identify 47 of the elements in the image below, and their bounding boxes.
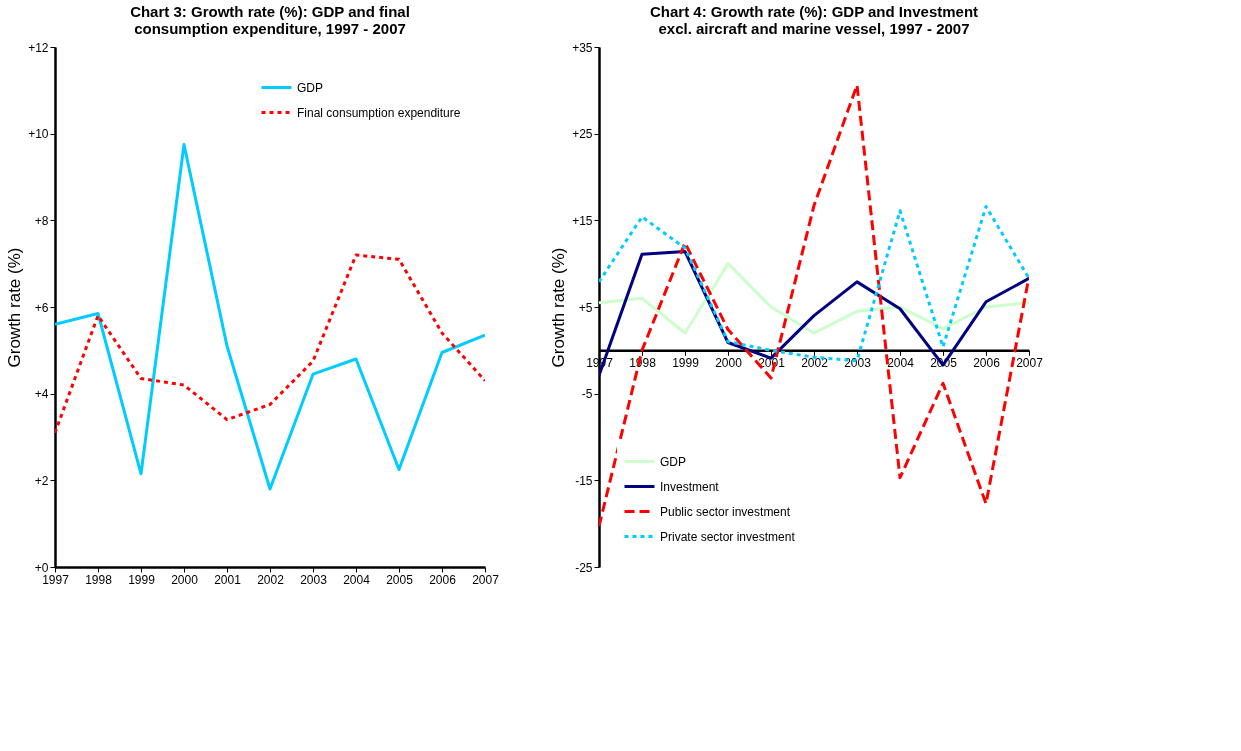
line-series: [55, 143, 485, 491]
y-tick-label: +15: [572, 213, 593, 228]
x-tick-label: 2001: [214, 572, 242, 587]
x-tick-label: 2004: [343, 572, 371, 587]
text: consumption expenditure, 1997 - 2007: [134, 20, 406, 37]
x-tick-label: 2005: [386, 572, 414, 587]
y-tick-label: -5: [581, 387, 593, 402]
legend-label: Investment: [660, 479, 720, 494]
x-tick-label: 2006: [973, 355, 1001, 370]
x-tick-label: 1998: [85, 572, 113, 587]
x-tick-label: 2007: [1016, 355, 1044, 370]
legend-label: GDP: [660, 454, 687, 469]
y-tick-label: +25: [572, 127, 593, 142]
y-tick-label: -15: [575, 473, 593, 488]
text: Chart 4: Growth rate (%): GDP and Investment: [649, 3, 979, 20]
x-tick-label: 2000: [171, 572, 199, 587]
x-tick-label: 2003: [300, 572, 328, 587]
text: excl. aircraft and marine vessel, 1997 - 2007: [658, 20, 970, 37]
line-series: [55, 253, 485, 435]
y-tick-label: +12: [28, 40, 49, 55]
y-tick-label: +0: [34, 560, 49, 575]
y-tick-label: +10: [28, 127, 49, 142]
y-axis-title: Growth rate (%): [549, 247, 569, 368]
y-tick-label: +5: [578, 300, 593, 315]
x-tick-label: 2003: [844, 355, 872, 370]
legend-label: Public sector investment: [660, 504, 791, 519]
y-tick-label: +35: [572, 40, 593, 55]
y-tick-label: -25: [575, 560, 593, 575]
x-tick-label: 1999: [672, 355, 700, 370]
line-series: [599, 262, 1029, 335]
y-tick-label: +4: [34, 387, 49, 402]
text: Chart 3: Growth rate (%): GDP and final: [130, 3, 410, 20]
x-tick-label: 2006: [429, 572, 457, 587]
x-tick-label: 2007: [472, 572, 500, 587]
y-axis-title: Growth rate (%): [5, 247, 25, 368]
x-tick-label: 1997: [42, 572, 70, 587]
x-tick-label: 2000: [715, 355, 743, 370]
x-tick-label: 2002: [257, 572, 285, 587]
x-tick-label: 2004: [887, 355, 915, 370]
legend-label: Private sector investment: [660, 529, 796, 544]
x-tick-label: 1999: [128, 572, 156, 587]
legend-label: Final consumption expenditure: [297, 105, 461, 120]
y-tick-label: +2: [34, 473, 49, 488]
y-tick-label: +6: [34, 300, 49, 315]
x-tick-label: 2002: [801, 355, 829, 370]
legend-label: GDP: [297, 80, 324, 95]
y-tick-label: +8: [34, 213, 49, 228]
